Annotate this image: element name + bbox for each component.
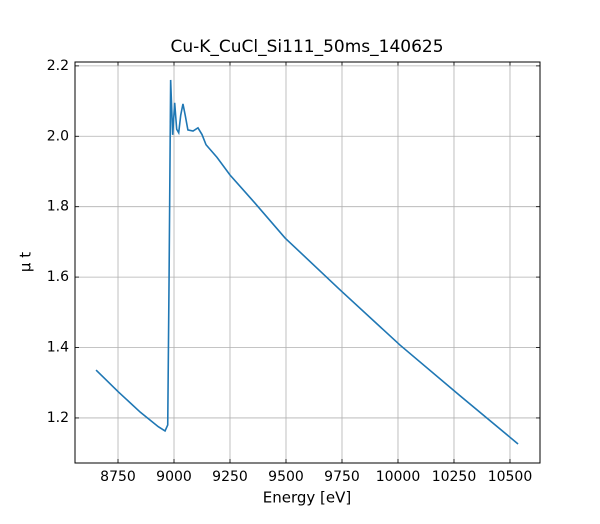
plot-frame <box>74 61 541 464</box>
y-tick-label: 1.2 <box>47 410 69 426</box>
y-tick-label: 1.8 <box>47 199 69 215</box>
x-tick-label: 10500 <box>488 469 533 485</box>
x-tick-label: 9000 <box>156 469 192 485</box>
x-tick-label: 9500 <box>268 469 304 485</box>
x-tick-label: 10000 <box>376 469 421 485</box>
x-tick-label: 10250 <box>432 469 477 485</box>
y-axis-label: μ t <box>17 252 35 272</box>
data-line <box>95 79 519 445</box>
y-tick-label: 2.0 <box>47 128 69 144</box>
chart-title: Cu-K_CuCl_Si111_50ms_140625 <box>170 37 443 57</box>
y-tick-label: 2.2 <box>47 58 69 74</box>
x-tick-label: 9750 <box>324 469 360 485</box>
x-tick-label: 9250 <box>212 469 248 485</box>
y-tick-label: 1.6 <box>47 269 69 285</box>
x-tick-label: 8750 <box>100 469 136 485</box>
x-axis-label: Energy [eV] <box>263 489 351 507</box>
y-tick-label: 1.4 <box>47 340 69 356</box>
